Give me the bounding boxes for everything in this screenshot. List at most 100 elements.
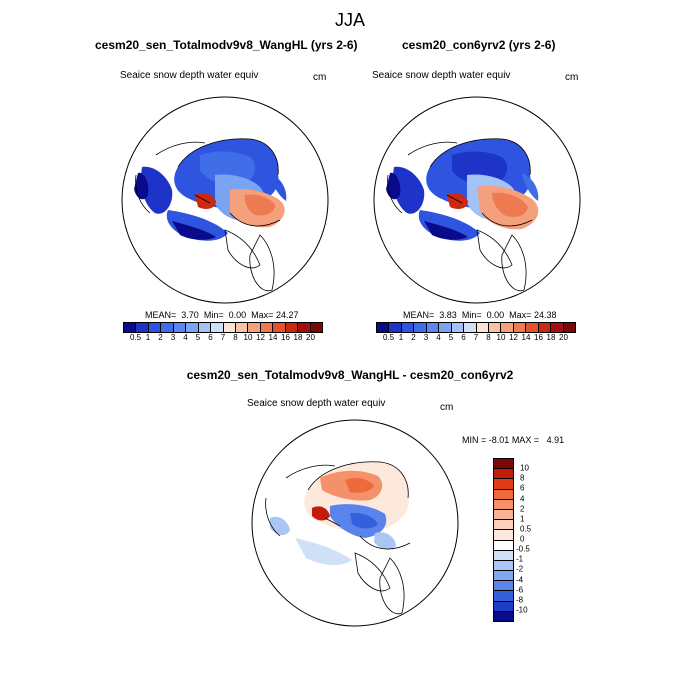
- colorbar-swatch: [494, 611, 513, 621]
- colorbar-tick-label: -10: [516, 605, 528, 615]
- colorbar-swatches: [123, 322, 323, 333]
- colorbar-swatch: [526, 323, 539, 332]
- colorbar-swatch: [211, 323, 224, 332]
- colorbar-swatch: [476, 323, 489, 332]
- coastlines: [135, 138, 281, 227]
- colorbar-tick-label: 4: [520, 494, 525, 503]
- colorbar-swatch: [223, 323, 236, 332]
- colorbar-tick-label: 0.5: [382, 333, 395, 342]
- colorbar-tick-labels: 0.5 1 2 3 4 5 6 7 8 10 12 14 16 18 20: [123, 333, 323, 344]
- colorbar-tick-label: -6: [516, 585, 524, 595]
- colorbar-tick-label: 0.5: [129, 333, 142, 342]
- right-panel-title: cesm20_con6yrv2 (yrs 2-6): [402, 38, 556, 52]
- colorbar-swatch: [310, 323, 322, 332]
- diff-stats: MIN = -8.01 MAX = 4.91: [462, 435, 565, 445]
- colorbar-swatch: [563, 323, 575, 332]
- colorbar-swatch: [285, 323, 299, 332]
- colorbar-tick-label: 0.5: [520, 524, 532, 534]
- positive-difference-core: [345, 478, 374, 493]
- colorbar-tick-label: 1: [398, 333, 404, 342]
- map-boundary: [121, 96, 329, 304]
- left-panel-title: cesm20_sen_Totalmodv9v8_WangHL (yrs 2-6): [95, 38, 358, 52]
- season-title: JJA: [334, 10, 365, 30]
- colorbar-swatch: [426, 323, 440, 332]
- colorbar-swatch: [464, 323, 477, 332]
- right-polar-map: [373, 96, 581, 304]
- left-colorbar: 0.5 1 2 3 4 5 6 7 8 10 12 14 16 18 20: [123, 322, 323, 344]
- colorbar-swatch: [401, 323, 415, 332]
- colorbar-swatch: [235, 323, 249, 332]
- colorbar-swatch: [298, 323, 311, 332]
- colorbar-tick-label: 1: [145, 333, 151, 342]
- colorbar-tick-label: 12: [256, 333, 265, 342]
- colorbar-tick-label: 7: [220, 333, 226, 342]
- central-arctic-snow-inner: [452, 151, 508, 186]
- central-arctic-snow-inner: [200, 151, 256, 186]
- hudson-edge-snow: [172, 221, 216, 240]
- colorbar-swatch: [136, 323, 149, 332]
- colorbar-swatch: [501, 323, 514, 332]
- colorbar-tick-label: 4: [183, 333, 188, 342]
- colorbar-tick-label: 7: [473, 333, 479, 342]
- colorbar-tick-label: 16: [281, 333, 290, 342]
- diff-variable-label: Seaice snow depth water equiv: [247, 398, 386, 409]
- diff-colorbar-tick-labels: 10 8 6 4 2 1 0.5 0 -0.5 -1 -2 -4 -6 -8 -10: [516, 458, 546, 620]
- diff-polar-map: [251, 419, 459, 627]
- map-boundary: [251, 419, 459, 627]
- right-colorbar: 0.5 1 2 3 4 5 6 7 8 10 12 14 16 18 20: [376, 322, 576, 344]
- colorbar-swatches: [493, 458, 514, 622]
- scandinavia-coast: [379, 557, 405, 615]
- colorbar-swatch: [494, 571, 513, 582]
- colorbar-swatch: [488, 323, 502, 332]
- right-units-label: cm: [565, 72, 579, 83]
- colorbar-swatch: [161, 323, 174, 332]
- colorbar-swatch: [494, 560, 513, 572]
- colorbar-tick-label: 14: [268, 333, 278, 342]
- colorbar-swatch: [414, 323, 427, 332]
- colorbar-tick-label: 5: [448, 333, 454, 342]
- diff-panel-title: cesm20_sen_Totalmodv9v8_WangHL - cesm20_…: [186, 368, 514, 382]
- left-units-label: cm: [313, 72, 327, 83]
- left-stats: MEAN= 3.70 Min= 0.00 Max= 24.27: [145, 310, 299, 320]
- colorbar-swatch: [198, 323, 212, 332]
- colorbar-swatch: [389, 323, 402, 332]
- hudson-edge-snow: [424, 221, 468, 240]
- colorbar-tick-label: -2: [516, 564, 524, 574]
- colorbar-tick-label: 2: [520, 504, 525, 514]
- colorbar-swatch: [494, 581, 513, 592]
- colorbar-tick-label: 20: [559, 333, 568, 342]
- colorbar-tick-label: 12: [509, 333, 518, 342]
- colorbar-tick-label: 10: [496, 333, 506, 342]
- colorbar-tick-label: 20: [306, 333, 315, 342]
- coastlines: [265, 461, 411, 550]
- colorbar-swatch: [260, 323, 274, 332]
- colorbar-swatch: [494, 479, 513, 490]
- colorbar-tick-label: 2: [158, 333, 163, 342]
- colorbar-swatch: [494, 530, 513, 541]
- scandinavia-coast: [249, 234, 275, 292]
- europe-coast: [476, 229, 513, 269]
- europe-coast: [224, 229, 261, 269]
- colorbar-tick-label: 18: [546, 333, 556, 342]
- colorbar-swatch: [551, 323, 564, 332]
- colorbar-tick-label: 6: [520, 483, 525, 493]
- colorbar-swatch: [494, 520, 513, 531]
- colorbar-swatch: [494, 499, 513, 510]
- negative-difference-core: [350, 512, 378, 529]
- colorbar-tick-label: 4: [436, 333, 441, 342]
- colorbar-swatch: [124, 323, 137, 332]
- map-boundary: [373, 96, 581, 304]
- laptev-snow-core: [492, 192, 528, 217]
- coastlines: [387, 138, 533, 227]
- colorbar-tick-label: 8: [520, 473, 525, 483]
- colorbar-tick-labels: 0.5 1 2 3 4 5 6 7 8 10 12 14 16 18 20: [376, 333, 576, 344]
- colorbar-swatch: [494, 469, 513, 480]
- colorbar-swatch: [494, 489, 513, 500]
- right-variable-label: Seaice snow depth water equiv: [372, 70, 511, 81]
- colorbar-swatch: [494, 540, 513, 551]
- colorbar-tick-label: 6: [208, 333, 213, 342]
- baffin-snow: [392, 166, 425, 214]
- colorbar-swatch: [494, 509, 513, 521]
- colorbar-swatch: [494, 550, 513, 561]
- colorbar-tick-label: 6: [461, 333, 466, 342]
